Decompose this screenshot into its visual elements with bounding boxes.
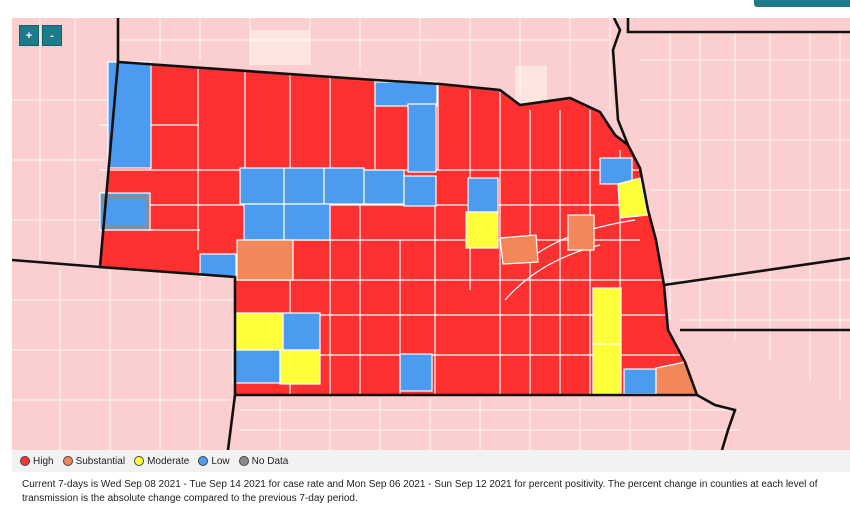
substantial-counties [236, 214, 698, 396]
map-legend: High Substantial Moderate Low No Data [12, 450, 850, 472]
no-data-county [102, 195, 150, 229]
zoom-out-button[interactable]: - [42, 25, 62, 46]
map-area[interactable] [12, 18, 850, 450]
legend-item-moderate: Moderate [134, 456, 189, 467]
faint-county [250, 30, 310, 65]
legend-swatch [62, 456, 73, 466]
legend-swatch [238, 456, 249, 466]
nebraska-high-area [100, 62, 697, 395]
state-borders [12, 18, 850, 450]
date-range-caption: Current 7-days is Wed Sep 08 2021 - Tue … [22, 479, 818, 504]
zoom-in-button[interactable]: + [19, 25, 39, 46]
legend-label: Low [211, 455, 230, 467]
legend-item-low: Low [198, 455, 230, 467]
legend-item-substantial: Substantial [62, 455, 126, 467]
county-transmission-map[interactable] [12, 18, 850, 450]
legend-swatch [20, 456, 30, 466]
legend-label: No Data [251, 455, 289, 467]
moderate-counties [233, 177, 649, 395]
neighbor-county-lines [12, 18, 850, 450]
legend-label: Moderate [147, 455, 190, 467]
legend-label: High [33, 455, 54, 467]
legend-swatch [134, 456, 145, 466]
legend-label: Substantial [75, 455, 126, 467]
legend-item-no-data: No Data [238, 455, 289, 467]
toolbar-button[interactable] [754, 0, 850, 7]
legend-item-high: High [20, 456, 54, 467]
legend-swatch [198, 456, 209, 466]
low-counties [99, 61, 657, 395]
